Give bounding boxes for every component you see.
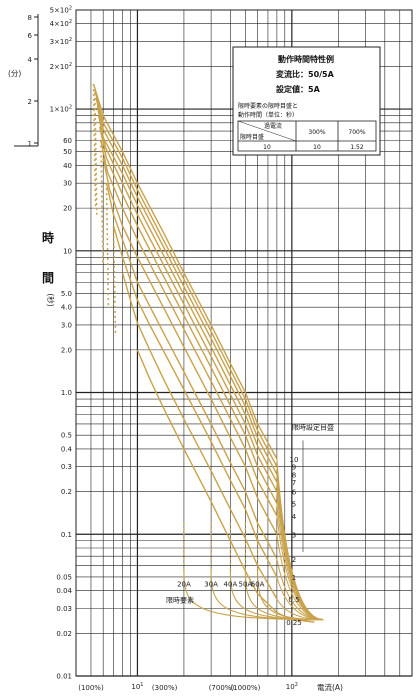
x-tick-label: 101 — [131, 682, 143, 691]
curve-10 — [92, 83, 278, 460]
minute-tick-label: 4 — [28, 56, 33, 64]
curves-group — [92, 83, 324, 623]
dashed-start — [100, 140, 104, 265]
setting-label-5: 5 — [292, 500, 296, 508]
y-tick-label: 0.03 — [56, 605, 72, 613]
y-tick-label: 30 — [63, 180, 72, 188]
curve-5 — [99, 126, 278, 504]
setting-label-7: 7 — [292, 479, 296, 487]
y-tick-label: 4.0 — [61, 304, 72, 312]
inst-label-40A: 40A — [224, 580, 238, 588]
dashed-start — [94, 92, 98, 215]
dashed-start — [92, 84, 97, 209]
curve-4 — [100, 140, 278, 517]
minute-tick-label: 6 — [28, 32, 33, 40]
y-axis-label-3: (秒) — [46, 293, 56, 306]
curve-0-5 — [121, 272, 278, 600]
x-tick-label: 102 — [286, 682, 298, 691]
setting-title: 限時設定目盛 — [292, 422, 334, 431]
info-box-line1: 変流比：50/5A — [276, 69, 335, 79]
info-table-diag — [237, 120, 297, 142]
y-tick-label: 0.01 — [56, 673, 72, 681]
setting-label-4: 4 — [292, 513, 297, 521]
y-axis-label-1: 時 — [42, 230, 54, 245]
inst-label-60A: 60A — [251, 580, 265, 588]
setting-label-2: 2 — [292, 556, 296, 564]
y-tick-label: 2.0 — [61, 346, 72, 354]
y-tick-label: 0.5 — [61, 432, 72, 440]
minute-tick-label: 8 — [28, 14, 32, 22]
minute-tick-label: 2 — [28, 98, 32, 106]
info-box-sub1: 限時要素の限時目盛と — [238, 102, 298, 110]
x-tick-labels: (100%) 101 (300%) (700%)(1000%) 102 電流(A) — [78, 682, 343, 692]
x-tick-label: (300%) — [152, 684, 178, 692]
setting-label-6: 6 — [292, 489, 297, 497]
setting-label-8: 8 — [292, 471, 296, 479]
info-table-h0a: 過電流 — [264, 122, 282, 130]
y-tick-label: 0.2 — [61, 488, 72, 496]
y-tick-label: 60 — [63, 137, 72, 145]
inst-label-50A: 50A — [239, 580, 253, 588]
minute-unit-label: (分) — [8, 69, 21, 78]
y-tick-label: 4×102 — [50, 19, 72, 28]
y-axis-label-2: 間 — [42, 271, 54, 285]
info-box-line2: 設定値：5A — [276, 84, 321, 94]
y-tick-label: 1×102 — [50, 105, 72, 114]
setting-label-0-25: 0.25 — [286, 619, 302, 627]
curve-3 — [102, 158, 278, 535]
minute-scale: 8 6 4 2 1 (分) — [8, 14, 39, 148]
setting-label-3: 3 — [292, 531, 296, 539]
minute-tick-label: 1 — [28, 140, 32, 148]
y-tick-label: 0.3 — [61, 463, 72, 471]
info-box-sub2: 動作時間（単位：秒） — [238, 111, 298, 119]
curve-8 — [95, 97, 278, 475]
setting-label-10: 10 — [290, 456, 299, 464]
info-table-h2: 700% — [348, 129, 365, 136]
y-tick-label: 3.0 — [61, 321, 72, 329]
info-table-frame — [237, 120, 377, 152]
curve-1 — [112, 225, 278, 578]
x-axis-label: 電流(A) — [317, 682, 343, 692]
info-table-h1: 300% — [308, 129, 325, 136]
y-tick-label: 20 — [63, 205, 72, 213]
y-tick-label: 0.1 — [61, 531, 72, 539]
y-tick-label: 50 — [63, 148, 72, 156]
inst-curve-60A — [257, 571, 324, 621]
y-tick-labels: 5×102 4×102 3×102 2×102 1×102 60 50 40 30 20 10 5.0… — [50, 6, 73, 681]
setting-label-9: 9 — [292, 464, 296, 472]
y-tick-label: 0.4 — [61, 445, 73, 453]
setting-label-0-5: 0.5 — [288, 596, 299, 604]
annotation-labels: 時間(秒)20A 30A 40A 50A60A限時要素限時設定目盛1098765432… — [42, 230, 334, 627]
info-table-r1c1: 10 — [313, 144, 321, 151]
info-table-r1c2: 1.52 — [350, 144, 364, 151]
x-tick-label: (1000%) — [230, 684, 260, 692]
y-tick-label: 1.0 — [61, 389, 72, 397]
curve-2 — [105, 183, 278, 560]
inst-label-20A: 20A — [177, 580, 191, 588]
curve-9 — [94, 90, 278, 467]
y-tick-label: 10 — [63, 247, 72, 255]
info-table-h0b: 限時目盛 — [240, 133, 264, 141]
setting-label-1: 1 — [292, 574, 296, 582]
y-tick-label: 0.05 — [56, 573, 72, 581]
y-tick-label: 0.02 — [56, 630, 72, 638]
curve-6 — [97, 115, 278, 492]
y-tick-label: 40 — [63, 162, 72, 170]
info-table-r1c0: 10 — [263, 144, 271, 151]
x-tick-label: (100%) — [78, 684, 104, 692]
y-tick-label: 5×102 — [50, 6, 72, 15]
dashed-start — [112, 225, 117, 337]
inst-title: 限時要素 — [166, 596, 194, 605]
x-tick-label: (700%) — [209, 684, 235, 692]
curve-7 — [96, 105, 278, 483]
y-tick-label: 2×102 — [50, 62, 72, 71]
y-tick-label: 5.0 — [61, 290, 72, 298]
inst-label-30A: 30A — [204, 580, 218, 588]
info-box-title: 動作時間特性例 — [278, 54, 334, 64]
y-tick-label: 0.04 — [56, 587, 72, 595]
y-tick-label: 3×102 — [50, 37, 72, 46]
dashed-start — [105, 183, 110, 308]
